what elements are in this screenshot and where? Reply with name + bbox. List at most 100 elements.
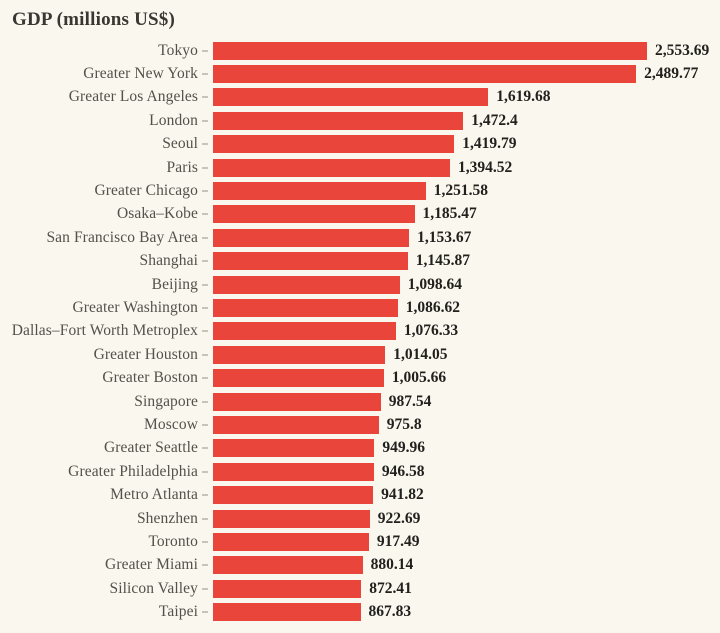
axis-tick bbox=[202, 564, 208, 567]
bar bbox=[213, 88, 489, 107]
bar-row: Taipei 867.83 bbox=[0, 600, 720, 623]
value-label: 1,086.62 bbox=[405, 298, 460, 316]
category-label: Moscow bbox=[144, 415, 198, 433]
bar-row: Greater Chicago 1,251.58 bbox=[0, 179, 720, 202]
category-label: Greater Washington bbox=[72, 298, 198, 316]
value-label: 1,153.67 bbox=[417, 228, 472, 246]
axis-tick bbox=[202, 143, 208, 146]
bar-row: Paris 1,394.52 bbox=[0, 156, 720, 179]
axis-tick bbox=[202, 447, 208, 450]
bar-row: Greater Los Angeles 1,619.68 bbox=[0, 86, 720, 109]
value-label: 917.49 bbox=[376, 532, 420, 550]
bar bbox=[213, 556, 363, 575]
axis-tick bbox=[202, 540, 208, 543]
axis-tick bbox=[202, 96, 208, 99]
bar-row: Greater Boston 1,005.66 bbox=[0, 366, 720, 389]
category-label: Metro Atlanta bbox=[110, 486, 198, 504]
bar bbox=[213, 486, 374, 505]
bar-row: Shenzhen 922.69 bbox=[0, 507, 720, 530]
bar bbox=[213, 275, 400, 294]
category-label: Dallas–Fort Worth Metroplex bbox=[11, 322, 198, 340]
axis-tick bbox=[202, 190, 208, 193]
category-label: Seoul bbox=[162, 135, 198, 153]
bar bbox=[213, 345, 386, 364]
bar bbox=[213, 41, 647, 60]
bar-row: Tokyo 2,553.69 bbox=[0, 39, 720, 62]
axis-tick bbox=[202, 494, 208, 497]
value-label: 1,014.05 bbox=[393, 345, 448, 363]
category-label: London bbox=[149, 111, 198, 129]
bar-row: Greater Miami 880.14 bbox=[0, 554, 720, 577]
category-label: Toronto bbox=[148, 532, 198, 550]
value-label: 2,489.77 bbox=[644, 65, 699, 83]
bar-row: San Francisco Bay Area 1,153.67 bbox=[0, 226, 720, 249]
value-label: 1,394.52 bbox=[458, 158, 513, 176]
category-label: Greater Seattle bbox=[103, 439, 198, 457]
axis-tick bbox=[202, 283, 208, 286]
bar bbox=[213, 135, 455, 154]
chart-title: GDP (millions US$) bbox=[12, 9, 176, 30]
axis-tick bbox=[202, 353, 208, 356]
bar bbox=[213, 322, 396, 341]
axis-tick bbox=[202, 470, 208, 473]
value-label: 975.8 bbox=[386, 415, 422, 433]
value-label: 1,472.4 bbox=[471, 111, 518, 129]
category-label: Greater Los Angeles bbox=[68, 88, 198, 106]
category-label: Greater Miami bbox=[105, 556, 198, 574]
category-label: Shanghai bbox=[139, 252, 198, 270]
value-label: 1,076.33 bbox=[403, 322, 459, 340]
bar bbox=[213, 603, 361, 622]
axis-tick bbox=[202, 377, 208, 380]
category-label: Silicon Valley bbox=[109, 579, 198, 597]
category-label: Paris bbox=[166, 158, 198, 176]
bar bbox=[213, 579, 362, 598]
category-label: Greater Houston bbox=[93, 345, 198, 363]
value-label: 987.54 bbox=[388, 392, 432, 410]
axis-tick bbox=[202, 330, 208, 333]
axis-tick bbox=[202, 166, 208, 169]
category-label: Osaka–Kobe bbox=[116, 205, 198, 223]
category-label: Greater Boston bbox=[102, 369, 198, 387]
bar bbox=[213, 439, 375, 458]
category-label: Shenzhen bbox=[136, 509, 198, 527]
bar-row: Osaka–Kobe 1,185.47 bbox=[0, 203, 720, 226]
value-label: 872.41 bbox=[369, 579, 412, 597]
axis-tick bbox=[202, 306, 208, 309]
value-label: 1,185.47 bbox=[422, 205, 477, 223]
bar bbox=[213, 182, 426, 201]
bar bbox=[213, 228, 410, 247]
value-label: 1,098.64 bbox=[407, 275, 462, 293]
bar-row: Beijing 1,098.64 bbox=[0, 273, 720, 296]
bar-row: Toronto 917.49 bbox=[0, 530, 720, 553]
axis-tick bbox=[202, 73, 208, 76]
bar bbox=[213, 509, 370, 528]
chart-plot-area: Tokyo 2,553.69 Greater New York 2,489.77… bbox=[0, 39, 720, 624]
value-label: 1,005.66 bbox=[391, 369, 447, 387]
axis-tick bbox=[202, 400, 208, 403]
axis-tick bbox=[202, 517, 208, 520]
value-label: 1,419.79 bbox=[462, 135, 517, 153]
axis-tick bbox=[202, 49, 208, 52]
category-label: Tokyo bbox=[158, 41, 198, 59]
bar-row: Greater New York 2,489.77 bbox=[0, 62, 720, 85]
axis-tick bbox=[202, 423, 208, 426]
bar-row: Moscow 975.8 bbox=[0, 413, 720, 436]
axis-tick bbox=[202, 236, 208, 239]
axis-tick bbox=[202, 587, 208, 590]
bar bbox=[213, 65, 637, 84]
bar-row: London 1,472.4 bbox=[0, 109, 720, 132]
axis-tick bbox=[202, 119, 208, 122]
axis-tick bbox=[202, 611, 208, 614]
category-label: Taipei bbox=[158, 603, 198, 621]
bar-row: Greater Washington 1,086.62 bbox=[0, 296, 720, 319]
category-label: Beijing bbox=[151, 275, 198, 293]
category-label: Greater Chicago bbox=[94, 182, 198, 200]
bar-row: Metro Atlanta 941.82 bbox=[0, 483, 720, 506]
bar bbox=[213, 532, 369, 551]
axis-tick bbox=[202, 213, 208, 216]
bar-row: Greater Philadelphia 946.58 bbox=[0, 460, 720, 483]
value-label: 880.14 bbox=[370, 556, 414, 574]
bar-row: Dallas–Fort Worth Metroplex 1,076.33 bbox=[0, 320, 720, 343]
bar-row: Greater Seattle 949.96 bbox=[0, 437, 720, 460]
